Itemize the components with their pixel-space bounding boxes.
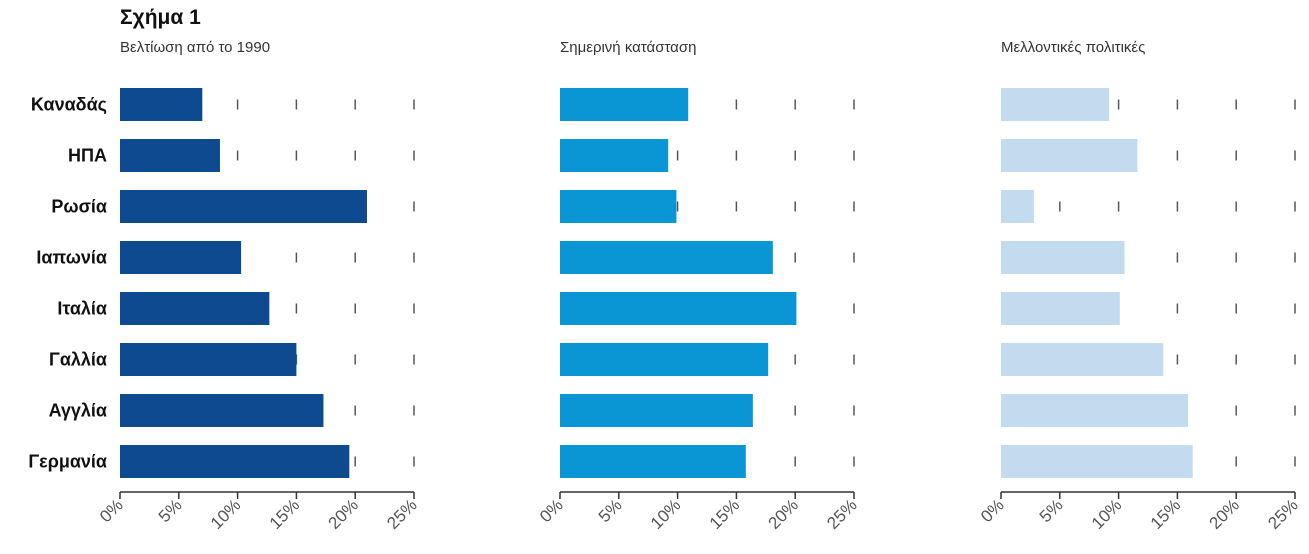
bar (1001, 88, 1110, 121)
x-tick-label: 0% (96, 495, 127, 526)
bar (1001, 292, 1120, 325)
bar (560, 88, 689, 121)
bar (1001, 445, 1193, 478)
bar (560, 241, 773, 274)
x-tick-label: 15% (266, 495, 303, 532)
category-label: ΗΠΑ (68, 146, 107, 166)
category-label: Γαλλία (49, 350, 107, 370)
x-tick-label: 25% (823, 495, 860, 532)
x-tick-label: 5% (1036, 495, 1067, 526)
bar (1001, 139, 1138, 172)
x-tick-label: 0% (536, 495, 567, 526)
category-label: Γερμανία (28, 452, 107, 472)
bar (120, 343, 297, 376)
bar (120, 394, 324, 427)
x-tick-label: 20% (1206, 495, 1243, 532)
bar (120, 190, 367, 223)
bar (560, 343, 769, 376)
bar (1001, 343, 1164, 376)
bar (560, 445, 746, 478)
x-tick-label: 10% (207, 495, 244, 532)
x-tick-label: 20% (325, 495, 362, 532)
bar (120, 139, 220, 172)
bar (1001, 241, 1125, 274)
bar (120, 241, 242, 274)
x-tick-label: 5% (595, 495, 626, 526)
bar (120, 445, 350, 478)
figure-title: Σχήμα 1 (120, 6, 201, 29)
category-label: Αγγλία (49, 401, 107, 421)
x-tick-label: 25% (383, 495, 420, 532)
bar (1001, 394, 1188, 427)
category-label: Ιαπωνία (36, 248, 107, 268)
x-tick-label: 15% (706, 495, 743, 532)
bar (560, 139, 669, 172)
panel-title-current: Σημερινή κατάσταση (560, 39, 697, 56)
x-tick-label: 5% (155, 495, 186, 526)
category-label: Ιταλία (57, 299, 107, 319)
category-label: Καναδάς (31, 95, 107, 115)
x-tick-label: 10% (1088, 495, 1125, 532)
bar (120, 292, 270, 325)
x-tick-label: 15% (1147, 495, 1184, 532)
bar (560, 190, 677, 223)
x-tick-label: 20% (765, 495, 802, 532)
x-tick-label: 25% (1264, 495, 1301, 532)
bar (560, 292, 797, 325)
bar (1001, 190, 1034, 223)
bar (120, 88, 203, 121)
bar (560, 394, 753, 427)
x-tick-label: 10% (647, 495, 684, 532)
panel-title-improvement: Βελτίωση από το 1990 (120, 39, 271, 56)
panel-title-future: Μελλοντικές πολιτικές (1001, 39, 1146, 56)
x-tick-label: 0% (977, 495, 1008, 526)
category-label: Ρωσία (51, 197, 107, 217)
